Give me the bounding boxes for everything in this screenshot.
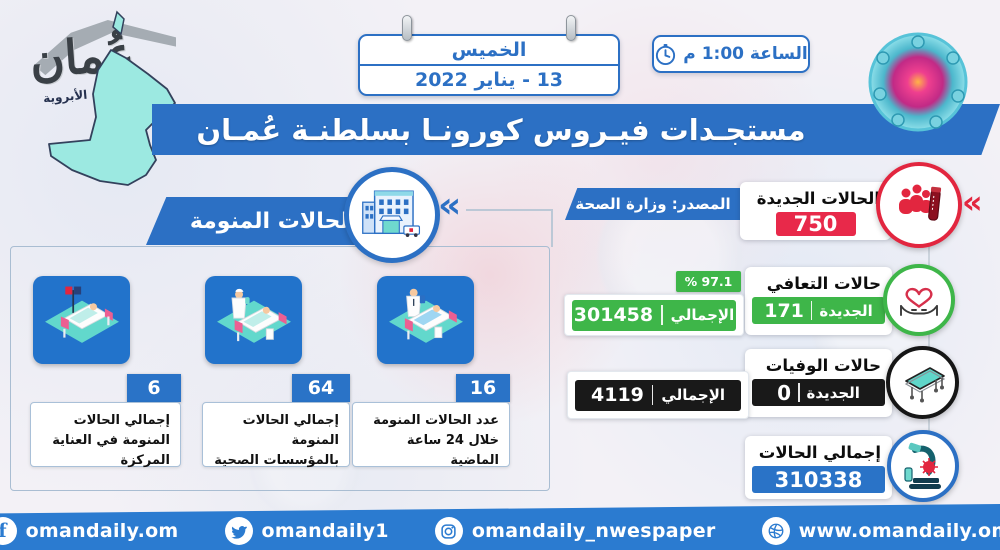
chevrons-left-icon: « (438, 185, 462, 226)
icu-count-badge: 6 (127, 374, 181, 402)
twitter-link[interactable]: omandaily1 (224, 517, 389, 545)
hospital-circle-badge (344, 167, 440, 263)
instagram-icon (434, 517, 463, 545)
weekday-label: الخميس (360, 36, 618, 66)
time-card: الساعة 1:00 م (652, 35, 810, 73)
clock-icon (656, 43, 676, 65)
facebook-handle: omandaily.om (25, 520, 179, 542)
twitter-handle: omandaily1 (261, 520, 389, 542)
deaths-total-value: 4119 (591, 384, 644, 406)
recovered-circle (883, 264, 955, 336)
page-title: مستجـدات فيـروس كورونـا بسلطنـة عُمـان (196, 112, 806, 147)
microscope-icon (904, 442, 941, 489)
deaths-circle (886, 346, 959, 419)
last24h-card-label: عدد الحالات المنومة خلال 24 ساعة الماضية (352, 402, 510, 468)
connector-line (466, 209, 552, 211)
twitter-icon (224, 517, 253, 545)
oman-map (48, 10, 176, 186)
instagram-link[interactable]: omandaily_nwespaper (434, 517, 716, 545)
deaths-total-box: الإجمالي 4119 (567, 371, 749, 419)
time-label: الساعة 1:00 م (683, 44, 808, 64)
icu-bed-icon (33, 276, 130, 364)
facebook-icon: f (0, 517, 17, 545)
hands-heart-icon (900, 287, 938, 316)
total-cases-value: 310338 (752, 466, 885, 493)
institutions-count-badge: 64 (292, 374, 350, 402)
recovered-total-label: الإجمالي (670, 306, 735, 324)
website-link[interactable]: www.omandaily.om (761, 517, 1000, 545)
institutions-card-label: إجمالي الحالات المنومة بالمؤسسات الصحية (202, 402, 350, 468)
recovered-percent-badge: % 97.1 (676, 271, 741, 292)
new-cases-value: 750 (775, 212, 856, 236)
recovered-new-value: الجديدة 171 (752, 297, 885, 324)
new-cases-circle (876, 162, 962, 248)
calendar-pin (566, 15, 576, 41)
hospital-bed-doctor-icon (205, 276, 302, 364)
hospital-building-icon (362, 190, 421, 237)
deaths-total-label: الإجمالي (661, 386, 726, 404)
hospitalized-panel-frame (10, 246, 550, 491)
title-bar: مستجـدات فيـروس كورونـا بسلطنـة عُمـان (152, 104, 1000, 155)
source-box: المصدر: وزارة الصحة (565, 188, 741, 220)
people-blood-tube-icon (899, 184, 942, 221)
recovered-label: حالات التعافي (766, 274, 881, 293)
total-cases-circle (887, 430, 959, 502)
total-cases-label: إجمالي الحالات (758, 443, 881, 462)
hospitalized-title: الحالات المنومة (189, 208, 357, 234)
deaths-label: حالات الوفيات (765, 356, 881, 375)
date-label: 13 - يناير 2022 (414, 69, 564, 91)
deaths-card: حالات الوفيات الجديدة 0 (745, 349, 892, 417)
doctor-patient-bed-icon (377, 276, 474, 364)
connector-line (551, 209, 553, 247)
recovered-card: حالات التعافي الجديدة 171 (745, 267, 892, 335)
date-card: الخميس 13 - يناير 2022 (358, 34, 620, 96)
stretcher-icon (904, 366, 945, 402)
chevrons-left-red-icon: « (962, 183, 983, 221)
instagram-handle: omandaily_nwespaper (471, 520, 716, 542)
total-cases-card: إجمالي الحالات 310338 (745, 436, 892, 499)
new-cases-card: الحالات الجديدة 750 (740, 182, 891, 240)
icu-card-label: إجمالي الحالات المنومة في العناية المركز… (30, 402, 181, 468)
new-cases-label: الحالات الجديدة (756, 189, 880, 208)
calendar-pin (402, 15, 412, 41)
facebook-link[interactable]: f omandaily.om (0, 517, 179, 545)
social-footer-bar: f omandaily.om omandaily1 omandaily_nwes… (0, 503, 1000, 550)
recovered-total-box: الإجمالي 301458 (564, 294, 744, 336)
recovered-total-value: 301458 (573, 304, 654, 326)
last24h-count-badge: 16 (456, 374, 510, 402)
website-url: www.omandaily.om (798, 520, 1000, 542)
source-label: المصدر: وزارة الصحة (575, 195, 731, 213)
globe-icon (761, 517, 790, 545)
coronavirus-illustration (868, 32, 968, 132)
deaths-new-value: الجديدة 0 (752, 379, 885, 406)
